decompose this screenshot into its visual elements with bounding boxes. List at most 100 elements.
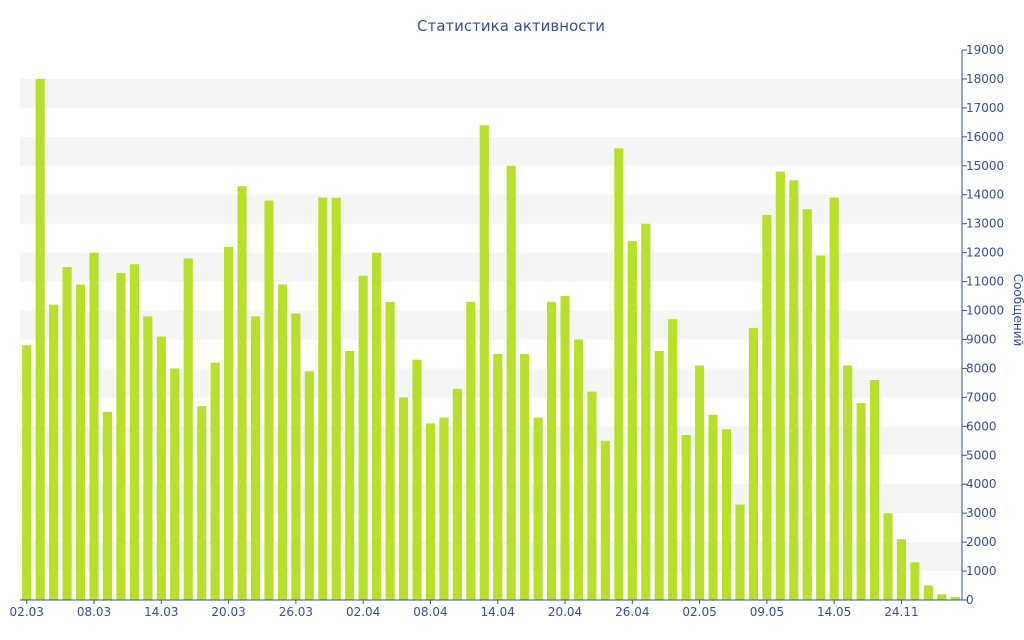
bar (479, 125, 489, 601)
bar (277, 284, 287, 600)
x-tick-label: 14.04 (481, 605, 515, 619)
y-tick-label: 11000 (966, 275, 1004, 289)
bar (896, 539, 907, 600)
bar (62, 267, 72, 600)
bar (170, 368, 180, 600)
y-tick-label: 9000 (966, 332, 997, 346)
bars (22, 78, 960, 601)
bar (775, 171, 785, 600)
bar (560, 296, 570, 600)
bar (49, 304, 59, 600)
bar (385, 301, 395, 600)
y-tick-label: 8000 (966, 361, 997, 375)
bar (735, 504, 745, 600)
bar (802, 209, 812, 601)
bar (762, 215, 772, 600)
bar (627, 241, 637, 601)
y-tick-label: 17000 (966, 101, 1004, 115)
bar (372, 252, 382, 600)
bar (614, 148, 624, 600)
bar (345, 351, 355, 600)
bar (250, 316, 261, 600)
x-tick-label: 24.11 (884, 605, 918, 619)
bar (654, 351, 664, 600)
y-tick-label: 14000 (966, 188, 1004, 202)
x-tick-label: 20.04 (548, 605, 582, 619)
bar (573, 339, 584, 600)
bar (358, 275, 368, 600)
y-tick-label: 12000 (966, 246, 1004, 260)
bar (412, 359, 422, 600)
bar (493, 353, 503, 600)
bar (520, 353, 530, 600)
bar (22, 345, 32, 600)
bar (466, 301, 476, 600)
bar (883, 513, 893, 600)
bar (533, 417, 543, 600)
bar (75, 284, 86, 600)
bar (546, 301, 557, 600)
bar (439, 417, 449, 600)
bar (600, 440, 610, 600)
bar (331, 197, 341, 600)
bar (681, 435, 691, 600)
bar (304, 371, 314, 600)
bar (291, 313, 301, 600)
bar (910, 562, 920, 600)
y-tick-label: 7000 (966, 390, 997, 404)
bar (129, 264, 139, 600)
bar (695, 365, 705, 600)
bar (452, 388, 462, 600)
x-tick-label: 08.04 (413, 605, 447, 619)
x-tick-label: 02.04 (346, 605, 380, 619)
chart-title: Статистика активности (417, 17, 605, 35)
bar (829, 197, 839, 600)
y-tick-label: 3000 (966, 506, 997, 520)
bar (950, 597, 960, 600)
bar (937, 594, 947, 600)
y-tick-label: 5000 (966, 448, 997, 462)
y-tick-label: 16000 (966, 130, 1004, 144)
grid-band (20, 194, 962, 224)
y-tick-label: 4000 (966, 477, 997, 491)
x-tick-label: 02.03 (10, 605, 44, 619)
x-tick-label: 14.05 (817, 605, 851, 619)
y-tick-label: 10000 (966, 304, 1004, 318)
bar (35, 78, 45, 600)
grid-band (20, 78, 962, 108)
y-axis: 0 1000 2000 3000 4000 5000 6000 7000 8000 9000 100… (961, 43, 1004, 607)
bar (224, 246, 234, 600)
y-tick-label: 2000 (966, 535, 997, 549)
y-tick-label: 15000 (966, 159, 1004, 173)
bar (210, 362, 220, 600)
x-tick-label: 08.03 (77, 605, 111, 619)
bar (183, 258, 193, 600)
bar (843, 365, 853, 600)
y-tick-label: 13000 (966, 217, 1004, 231)
bar (143, 316, 153, 600)
bar (748, 327, 758, 600)
bar (708, 414, 718, 600)
y-tick-label: 19000 (966, 43, 1004, 57)
bar (668, 319, 678, 600)
y-tick-label: 1000 (966, 564, 997, 578)
x-tick-label: 26.04 (615, 605, 649, 619)
bar (721, 429, 732, 600)
y-tick-label: 0 (966, 593, 974, 607)
x-tick-label: 20.03 (211, 605, 245, 619)
bar (856, 403, 866, 600)
bar (923, 585, 933, 600)
bar (197, 406, 207, 600)
y-tick-label: 6000 (966, 419, 997, 433)
y-tick-label: 18000 (966, 72, 1004, 86)
grid-band (20, 136, 962, 166)
bar (156, 336, 166, 600)
bar (816, 255, 826, 601)
x-axis: 02.03 08.03 14.03 20.03 26.03 02.04 08.04 14.04… (10, 599, 962, 619)
bar (641, 223, 651, 600)
bar (789, 180, 799, 600)
y-axis-title: Сообщений (1011, 274, 1024, 347)
bar (398, 397, 409, 600)
bar (506, 165, 516, 600)
